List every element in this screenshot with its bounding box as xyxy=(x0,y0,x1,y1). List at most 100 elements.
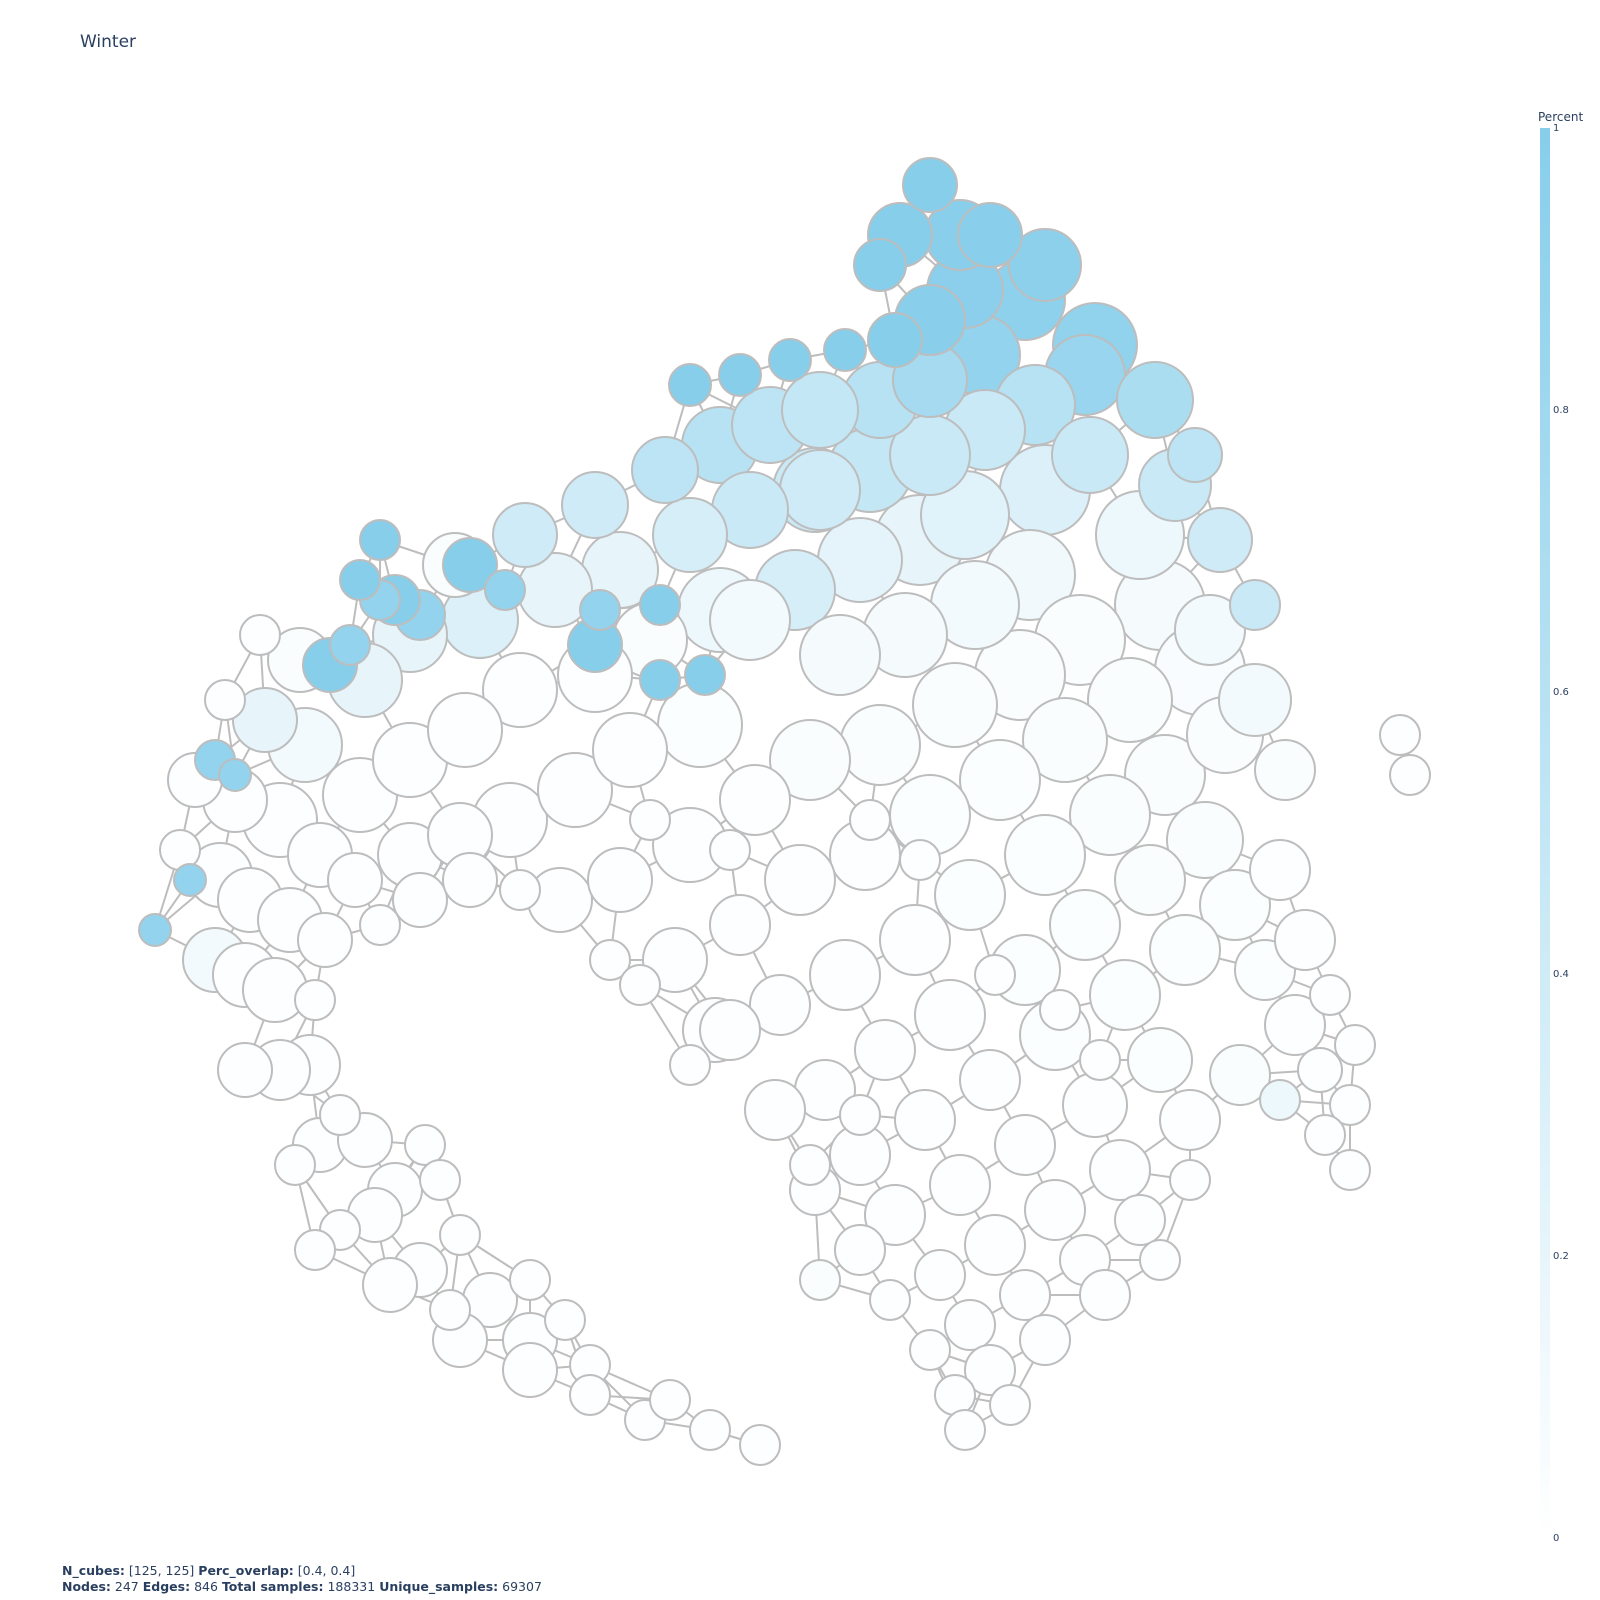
graph-node[interactable] xyxy=(989,1384,1031,1426)
graph-node[interactable] xyxy=(1389,754,1431,796)
graph-node[interactable] xyxy=(1309,974,1351,1016)
graph-node[interactable] xyxy=(839,704,921,786)
graph-node[interactable] xyxy=(579,589,621,631)
graph-node[interactable] xyxy=(879,904,951,976)
graph-node[interactable] xyxy=(894,1089,956,1151)
graph-node[interactable] xyxy=(1114,844,1186,916)
graph-node[interactable] xyxy=(404,1124,446,1166)
graph-node[interactable] xyxy=(392,872,448,928)
graph-node[interactable] xyxy=(1114,1194,1166,1246)
graph-node[interactable] xyxy=(1264,994,1326,1056)
graph-node[interactable] xyxy=(781,371,859,449)
graph-node[interactable] xyxy=(138,913,172,947)
graph-node[interactable] xyxy=(537,752,613,828)
graph-node[interactable] xyxy=(499,869,541,911)
graph-node[interactable] xyxy=(909,1329,951,1371)
graph-node[interactable] xyxy=(642,927,708,993)
graph-node[interactable] xyxy=(912,662,998,748)
graph-node[interactable] xyxy=(217,1042,273,1098)
graph-node[interactable] xyxy=(1166,801,1244,879)
graph-node[interactable] xyxy=(1089,1139,1151,1201)
graph-node[interactable] xyxy=(1039,989,1081,1031)
graph-node[interactable] xyxy=(339,559,381,601)
graph-node[interactable] xyxy=(362,1257,418,1313)
graph-node[interactable] xyxy=(719,764,791,836)
graph-node[interactable] xyxy=(1229,579,1281,631)
graph-node[interactable] xyxy=(809,939,881,1011)
graph-node[interactable] xyxy=(587,847,653,913)
graph-node[interactable] xyxy=(1116,361,1194,439)
graph-node[interactable] xyxy=(1024,1179,1086,1241)
graph-node[interactable] xyxy=(839,1094,881,1136)
graph-node[interactable] xyxy=(1249,839,1311,901)
graph-node[interactable] xyxy=(1127,1027,1193,1093)
graph-node[interactable] xyxy=(592,712,668,788)
graph-node[interactable] xyxy=(684,654,726,696)
graph-node[interactable] xyxy=(442,537,498,593)
graph-node[interactable] xyxy=(173,863,207,897)
graph-node[interactable] xyxy=(849,799,891,841)
graph-node[interactable] xyxy=(974,954,1016,996)
graph-node[interactable] xyxy=(439,1214,481,1256)
graph-node[interactable] xyxy=(709,894,771,956)
graph-node[interactable] xyxy=(232,687,298,753)
graph-node[interactable] xyxy=(359,519,401,561)
graph-node[interactable] xyxy=(589,939,631,981)
graph-node[interactable] xyxy=(669,1044,711,1086)
graph-node[interactable] xyxy=(789,1144,831,1186)
graph-node[interactable] xyxy=(1149,914,1221,986)
graph-node[interactable] xyxy=(959,739,1041,821)
graph-node[interactable] xyxy=(544,1299,586,1341)
graph-node[interactable] xyxy=(823,328,867,372)
graph-node[interactable] xyxy=(639,584,681,626)
graph-node[interactable] xyxy=(914,1249,966,1301)
graph-node[interactable] xyxy=(629,799,671,841)
graph-node[interactable] xyxy=(1022,697,1108,783)
graph-node[interactable] xyxy=(944,1299,996,1351)
graph-node[interactable] xyxy=(994,1114,1056,1176)
graph-node[interactable] xyxy=(959,1049,1021,1111)
graph-node[interactable] xyxy=(631,436,699,504)
graph-node[interactable] xyxy=(1062,1072,1128,1138)
graph-node[interactable] xyxy=(1379,714,1421,756)
graph-node[interactable] xyxy=(899,839,941,881)
graph-node[interactable] xyxy=(902,157,958,213)
graph-node[interactable] xyxy=(359,904,401,946)
graph-node[interactable] xyxy=(768,338,812,382)
graph-node[interactable] xyxy=(569,1374,611,1416)
graph-node[interactable] xyxy=(561,471,629,539)
graph-node[interactable] xyxy=(419,1159,461,1201)
graph-node[interactable] xyxy=(689,1409,731,1451)
graph-node[interactable] xyxy=(869,1279,911,1321)
graph-node[interactable] xyxy=(319,1094,361,1136)
graph-node[interactable] xyxy=(799,614,881,696)
graph-node[interactable] xyxy=(218,758,252,792)
graph-node[interactable] xyxy=(1329,1084,1371,1126)
graph-node[interactable] xyxy=(297,912,353,968)
graph-node[interactable] xyxy=(749,974,811,1036)
graph-node[interactable] xyxy=(649,1379,691,1421)
graph-node[interactable] xyxy=(442,852,498,908)
graph-node[interactable] xyxy=(668,363,712,407)
graph-node[interactable] xyxy=(929,1154,991,1216)
graph-node[interactable] xyxy=(509,1259,551,1301)
graph-node[interactable] xyxy=(1159,1089,1221,1151)
graph-node[interactable] xyxy=(1174,594,1246,666)
graph-node[interactable] xyxy=(1139,1239,1181,1281)
graph-node[interactable] xyxy=(1049,889,1121,961)
graph-node[interactable] xyxy=(699,999,761,1061)
graph-node[interactable] xyxy=(964,1214,1026,1276)
graph-node[interactable] xyxy=(1297,1047,1343,1093)
graph-node[interactable] xyxy=(1199,869,1271,941)
graph-node[interactable] xyxy=(854,1019,916,1081)
graph-node[interactable] xyxy=(944,1409,986,1451)
graph-node[interactable] xyxy=(1087,657,1173,743)
graph-node[interactable] xyxy=(1004,814,1086,896)
graph-node[interactable] xyxy=(294,1229,336,1271)
graph-node[interactable] xyxy=(1079,1269,1131,1321)
graph-node[interactable] xyxy=(964,1344,1016,1396)
graph-node[interactable] xyxy=(718,353,762,397)
graph-node[interactable] xyxy=(864,1184,926,1246)
graph-node[interactable] xyxy=(914,979,986,1051)
graph-node[interactable] xyxy=(799,1259,841,1301)
